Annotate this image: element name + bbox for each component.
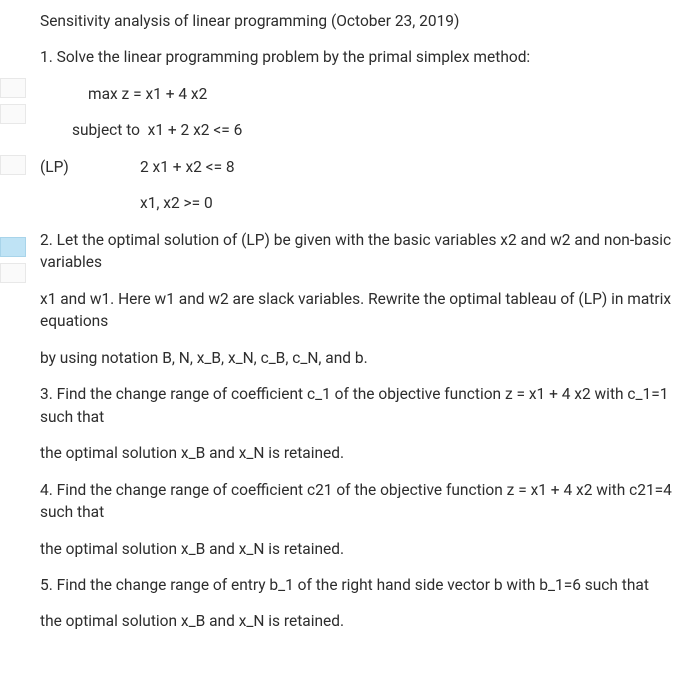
q3-p2: the optimal solution x_B and x_N is reta… bbox=[40, 442, 678, 464]
q1-c2: 2 x1 + x2 <= 8 bbox=[140, 156, 235, 178]
q1-lp-row: (LP) 2 x1 + x2 <= 8 bbox=[40, 156, 678, 178]
q1-prompt: 1. Solve the linear programming problem … bbox=[40, 46, 678, 68]
gutter-marker bbox=[0, 104, 26, 124]
lp-label: (LP) bbox=[40, 156, 140, 178]
gutter-marker bbox=[0, 78, 26, 98]
q1-constraint-row: subject to x1 + 2 x2 <= 6 bbox=[40, 119, 678, 141]
gutter-highlight bbox=[0, 237, 26, 257]
q2-p3: by using notation B, N, x_B, x_N, c_B, c… bbox=[40, 347, 678, 369]
doc-title: Sensitivity analysis of linear programmi… bbox=[40, 10, 678, 32]
gutter bbox=[0, 0, 28, 700]
gutter-marker bbox=[0, 155, 26, 175]
q3-p1: 3. Find the change range of coefficient … bbox=[40, 383, 678, 428]
q4-p2: the optimal solution x_B and x_N is reta… bbox=[40, 538, 678, 560]
q4-p1: 4. Find the change range of coefficient … bbox=[40, 479, 678, 524]
q5-p2: the optimal solution x_B and x_N is reta… bbox=[40, 610, 678, 632]
q1-c3: x1, x2 >= 0 bbox=[40, 192, 678, 214]
subject-to-label: subject to bbox=[72, 121, 140, 139]
document-body: Sensitivity analysis of linear programmi… bbox=[40, 10, 678, 647]
q1-objective: max z = x1 + 4 x2 bbox=[40, 83, 678, 105]
gutter-marker bbox=[0, 263, 26, 283]
q2-p2: x1 and w1. Here w1 and w2 are slack vari… bbox=[40, 288, 678, 333]
q1-c1: x1 + 2 x2 <= 6 bbox=[148, 121, 243, 139]
q2-p1: 2. Let the optimal solution of (LP) be g… bbox=[40, 229, 678, 274]
q5-p1: 5. Find the change range of entry b_1 of… bbox=[40, 574, 678, 596]
